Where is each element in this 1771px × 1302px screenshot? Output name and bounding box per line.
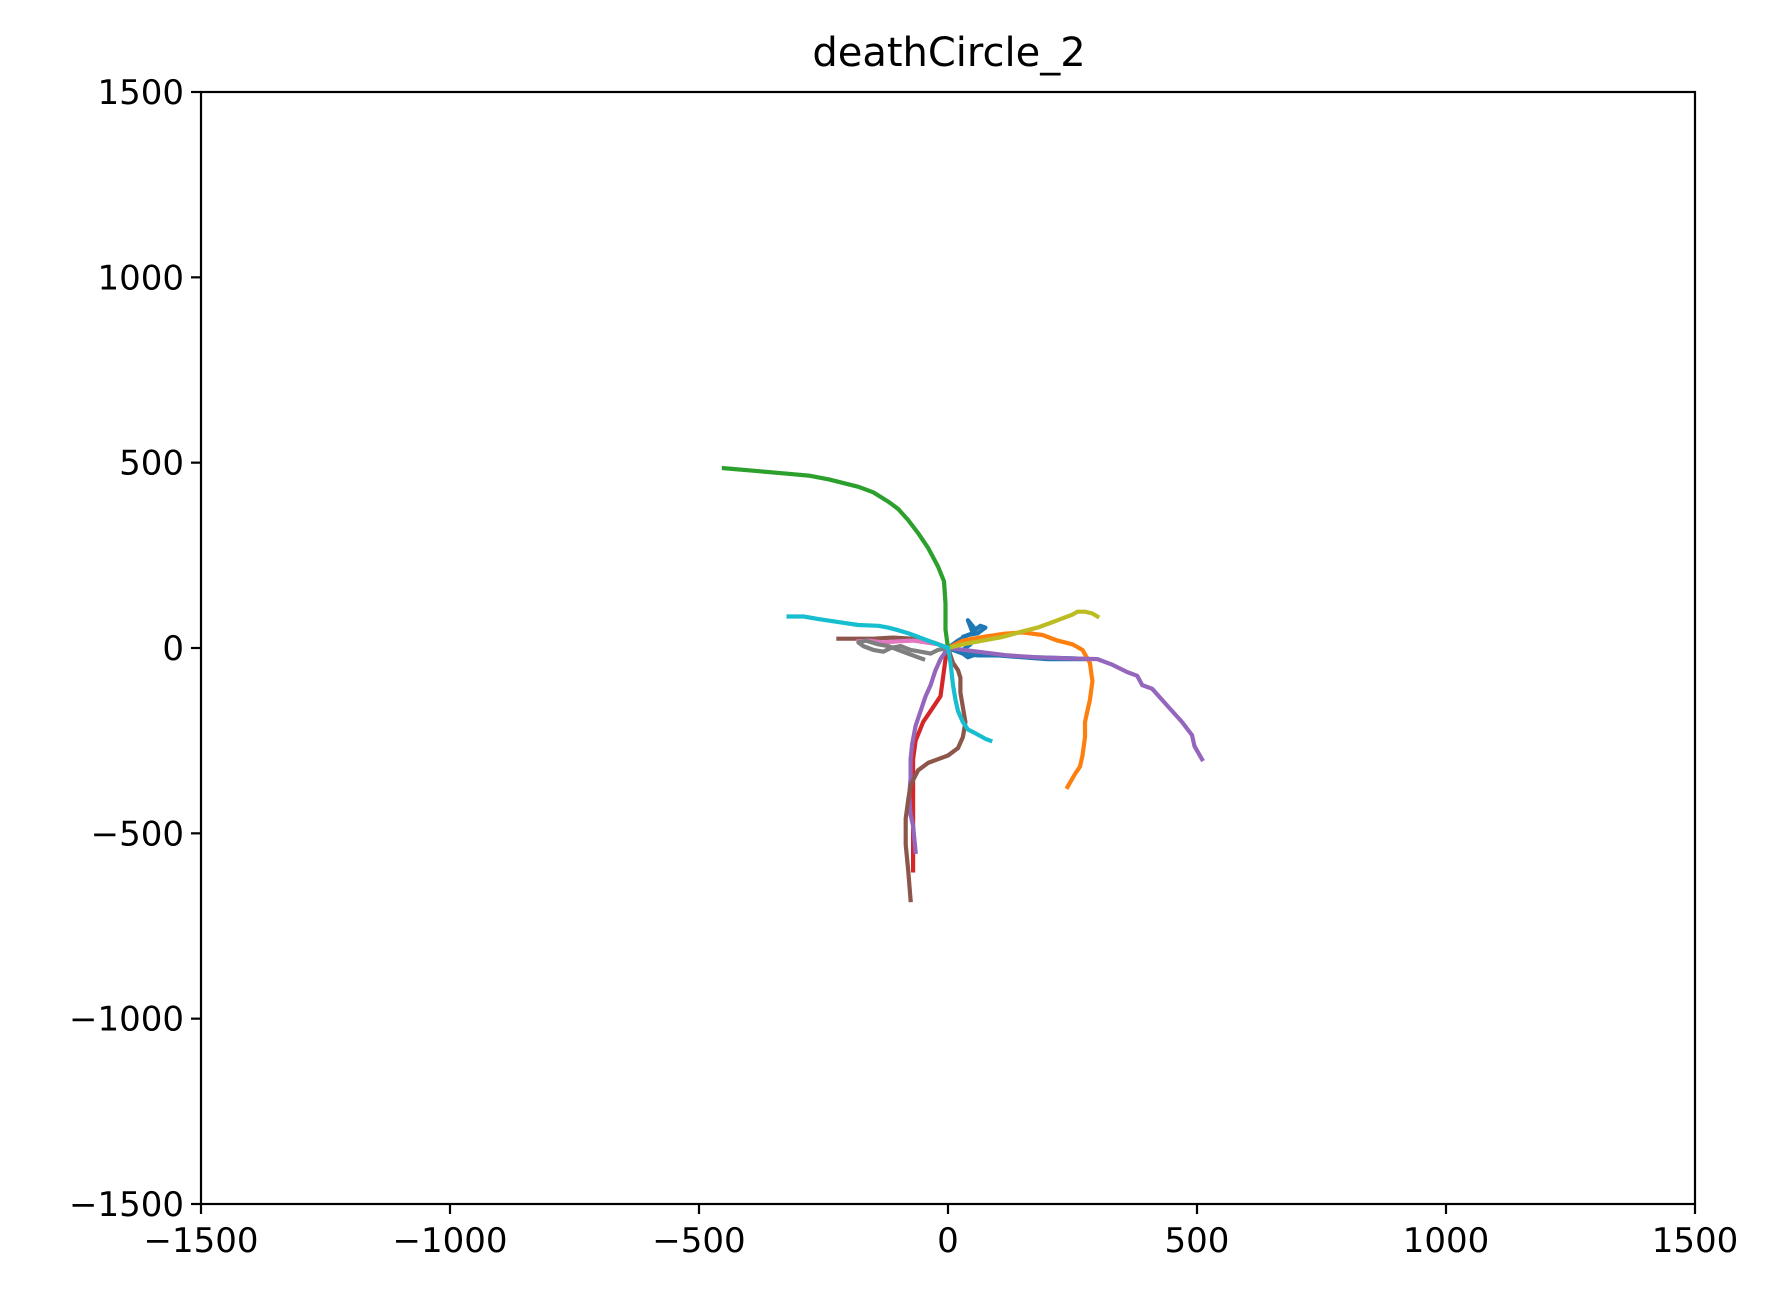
x-tick-label: −1500	[143, 1221, 258, 1261]
trajectory-line-7	[903, 645, 968, 903]
trajectory-line-11	[945, 609, 1101, 651]
x-axis: −1500 −1000 −500 0 500 1000 1500	[143, 1204, 1738, 1261]
chart-title: deathCircle_2	[812, 30, 1085, 76]
trajectory-line-13	[945, 645, 994, 744]
x-tick-label: −1000	[392, 1221, 507, 1261]
x-tick-label: 1000	[1403, 1221, 1490, 1261]
y-tick-label: −1500	[69, 1185, 184, 1225]
x-tick-label: −500	[652, 1221, 745, 1261]
trajectory-line-3	[721, 465, 951, 651]
y-tick-label: 1500	[97, 73, 184, 113]
trajectory-line-10	[856, 638, 951, 662]
trajectory-line-2	[945, 630, 1095, 790]
y-tick-label: 500	[119, 444, 184, 484]
trajectory-line-12	[786, 614, 951, 651]
trajectory-line-6	[945, 645, 1205, 763]
y-tick-label: 1000	[97, 258, 184, 298]
y-tick-label: −1000	[69, 1000, 184, 1040]
x-tick-label: 0	[937, 1221, 959, 1261]
x-tick-label: 500	[1165, 1221, 1230, 1261]
trajectory-line-5	[907, 645, 951, 855]
series-layer	[721, 465, 1205, 903]
x-tick-label: 1500	[1652, 1221, 1739, 1261]
y-axis: −1500 −1000 −500 0 500 1000 1500	[69, 73, 201, 1225]
y-tick-label: 0	[162, 629, 184, 669]
y-tick-label: −500	[91, 814, 184, 854]
